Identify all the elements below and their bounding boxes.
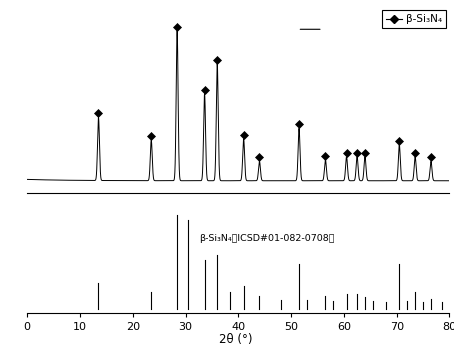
Text: 2θ (°): 2θ (°) [219,333,253,346]
Legend: β-Si₃N₄: β-Si₃N₄ [382,10,446,29]
Text: β-Si₃N₄（ICSD#01-082-0708）: β-Si₃N₄（ICSD#01-082-0708） [199,234,334,243]
